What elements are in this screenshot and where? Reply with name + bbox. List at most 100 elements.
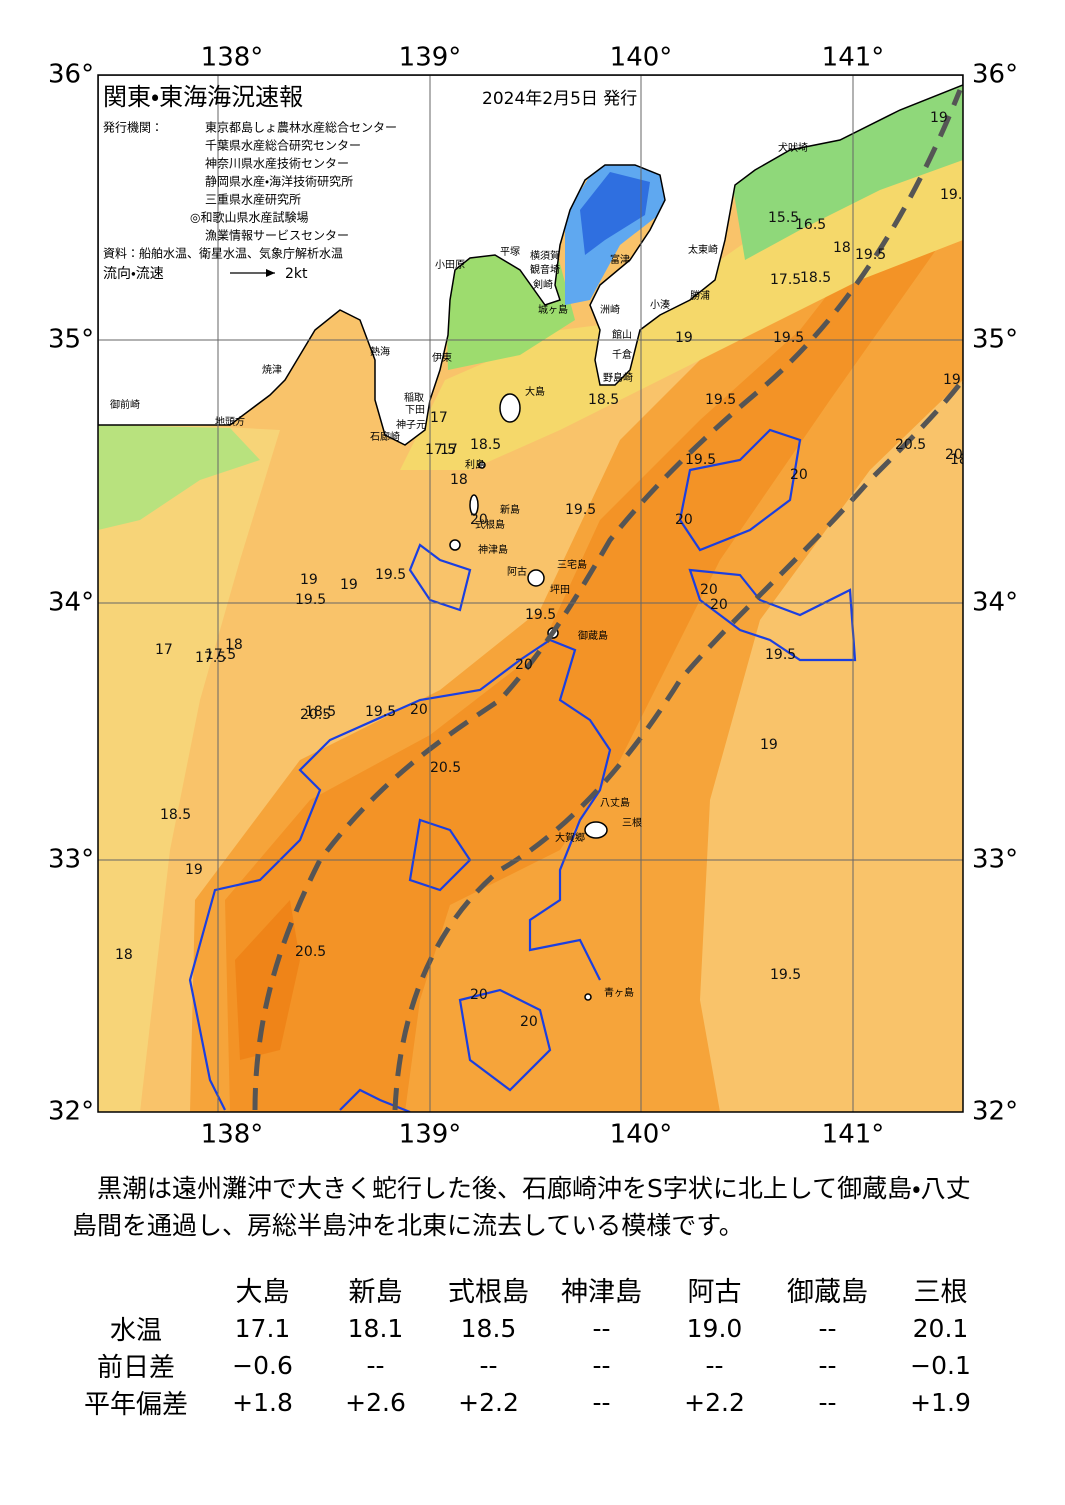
place-name: 太東崎: [688, 243, 718, 256]
contour-label: 18: [833, 240, 851, 256]
contour-label: 19.5: [525, 607, 556, 623]
current-legend: 流向・流速: [103, 266, 164, 282]
contour-label: 20: [515, 657, 533, 673]
sea-yellow: [98, 420, 280, 1112]
contour-label: 19.5: [685, 452, 716, 468]
contour-label: 17.5: [205, 647, 236, 663]
column-header: 御蔵島: [787, 1276, 868, 1308]
contour-label: 17: [440, 442, 458, 458]
summary-text: 黒潮は遠州灘沖で大きく蛇行した後、石廊崎沖をS字状に北上して御蔵島・八丈島間を通…: [72, 1174, 971, 1240]
kuroshio-line: [252, 89, 963, 1111]
table-row: 平年偏差 +1.8 +2.6 +2.2 -- +2.2 -- +1.9: [66, 1384, 997, 1421]
data-source: 資料：船舶水温、衛星水温、気象庁解析水温: [103, 246, 343, 261]
contour-label: 19.5: [375, 567, 406, 583]
axis-labels: 138° 138° 139° 139° 140° 140° 141° 141° 36° 36° 35…: [48, 43, 1018, 1150]
contour-label: 19.5: [765, 647, 796, 663]
place-name: 下田: [405, 405, 425, 416]
place-name: 稲取: [404, 392, 424, 404]
contour-label: 20: [945, 447, 963, 463]
column-header: 新島: [348, 1276, 403, 1308]
row-label: 前日差: [96, 1353, 175, 1383]
contour-label: 20: [470, 512, 488, 528]
agency: 神奈川県水産技術センター: [205, 156, 349, 171]
contour-label: 20: [410, 702, 428, 718]
place-name: 横須賀: [530, 249, 560, 262]
table-cell: 20.1: [912, 1314, 969, 1343]
agency: 三重県水産研究所: [205, 193, 301, 207]
agencies: 東京都島しょ農林水産総合センター千葉県水産総合研究センター神奈川県水産技術センタ…: [190, 120, 397, 243]
contour-label: 19: [340, 577, 358, 593]
place-name: 小田原: [435, 259, 465, 271]
table-cell: 17.1: [234, 1314, 291, 1343]
sea-green-east: [730, 78, 963, 260]
longitude-label-top: 140°: [610, 43, 673, 73]
corner: [66, 1268, 206, 1310]
latitude-label-left: 35°: [48, 325, 94, 355]
island: [478, 461, 486, 469]
legend-arrowhead: [266, 269, 275, 277]
contour-line: [458, 988, 552, 1092]
agency: 東京都島しょ農林水産総合センター: [205, 120, 397, 135]
place-name: 八丈島: [600, 796, 630, 809]
contour-label: 19: [760, 737, 778, 753]
graticule: [98, 75, 963, 1112]
table-cell: --: [818, 1314, 837, 1343]
table-cell: +1.9: [910, 1388, 971, 1417]
contour-label: 19.5: [295, 592, 326, 608]
contour-label: 18: [115, 947, 133, 963]
longitude-label-top: 138°: [201, 43, 264, 73]
contour-label: 19: [675, 330, 693, 346]
agency: 静岡県水産・海洋技術研究所: [205, 174, 353, 189]
islands: [449, 393, 608, 1001]
island: [449, 539, 461, 551]
contour-label: 19.5: [773, 330, 804, 346]
place-name: 城ヶ島: [538, 303, 568, 316]
contour-label: 20: [790, 467, 808, 483]
agency: 漁業情報サービスセンター: [205, 229, 349, 243]
place-name: 神津島: [478, 543, 508, 556]
bay-dark: [580, 172, 650, 255]
table-cell: +2.2: [684, 1388, 745, 1417]
place-name: 新島: [500, 503, 520, 516]
contour-label: 16.5: [795, 217, 826, 233]
table-cell: −0.6: [232, 1351, 293, 1380]
sea-green-west: [98, 425, 260, 530]
place-name: 勝浦: [690, 289, 710, 302]
contour-label: 18.5: [160, 807, 191, 823]
place-name: 地頭方: [215, 415, 245, 428]
island: [499, 393, 521, 423]
table-cell: +1.8: [232, 1388, 293, 1417]
agency: 千葉県水産総合研究センター: [205, 138, 361, 153]
place-name: 千倉: [612, 349, 632, 361]
place-name: 大島: [525, 385, 545, 398]
contour-label: 20: [675, 512, 693, 528]
contour-label: 17.5: [195, 650, 226, 666]
place-name: 式根島: [475, 518, 505, 531]
table-cell: --: [818, 1388, 837, 1417]
row-label: 水温: [109, 1316, 162, 1346]
table-cell: +2.6: [345, 1388, 406, 1417]
contour-label: 20: [470, 987, 488, 1003]
sea-yellow-coast: [400, 160, 963, 470]
latitude-label-left: 34°: [48, 588, 94, 618]
contour-label: 17.5: [770, 272, 801, 288]
place-name: 青ヶ島: [604, 986, 634, 999]
island: [584, 993, 592, 1001]
row-label: 平年偏差: [83, 1390, 188, 1420]
column-header: 式根島: [448, 1276, 529, 1308]
kuroshio-line: [392, 378, 963, 1111]
contour-label: 19.5: [943, 372, 974, 388]
contour-label: 17: [430, 410, 448, 426]
contour-label: 18: [950, 452, 968, 468]
contour-line: [408, 543, 472, 612]
table-cell: --: [818, 1351, 837, 1380]
contour-label: 20.5: [300, 707, 331, 723]
latitude-label-right: 34°: [972, 588, 1018, 618]
longitude-label-bottom: 139°: [399, 1120, 462, 1150]
place-name: 坪田: [550, 583, 570, 596]
latitude-label-right: 36°: [972, 60, 1018, 90]
